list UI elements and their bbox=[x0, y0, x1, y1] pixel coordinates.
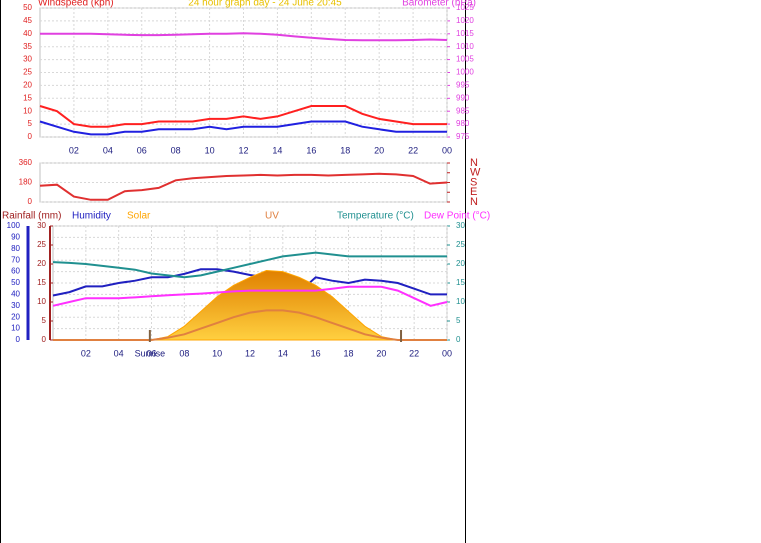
legend-label: Solar bbox=[127, 211, 151, 222]
y-tick-label: 15 bbox=[23, 93, 32, 102]
legend-label: Temperature (°C) bbox=[337, 211, 414, 222]
x-tick-label: 08 bbox=[179, 348, 189, 358]
y2-tick-label: N bbox=[470, 157, 478, 169]
y2-tick-label: 25 bbox=[456, 240, 465, 249]
y-tick-label: 10 bbox=[23, 106, 32, 115]
y2-tick-label: 1025 bbox=[456, 3, 474, 12]
line bbox=[39, 172, 448, 201]
y2-tick-label: N bbox=[470, 196, 478, 208]
x-tick-label: 18 bbox=[343, 348, 353, 358]
y3-axis-label: Rainfall (mm) bbox=[2, 211, 61, 222]
line bbox=[53, 309, 447, 341]
y-tick-label: 180 bbox=[19, 178, 33, 187]
y3-tick-label: 15 bbox=[37, 278, 46, 287]
y2-tick-label: 995 bbox=[456, 81, 470, 90]
y3-tick-label: 30 bbox=[37, 221, 46, 230]
y2-tick-label: 975 bbox=[456, 132, 470, 141]
annotation: Sunrise bbox=[135, 348, 166, 358]
y2-tick-label: 30 bbox=[456, 221, 465, 230]
y3-tick-label: 5 bbox=[42, 316, 47, 325]
y-tick-label: 0 bbox=[28, 132, 33, 141]
line bbox=[39, 120, 447, 136]
x-tick-label: 22 bbox=[409, 348, 419, 358]
x-tick-label: 12 bbox=[238, 145, 248, 155]
y-tick-label: 25 bbox=[23, 68, 32, 77]
y-tick-label: 50 bbox=[11, 278, 20, 287]
plot-area bbox=[39, 162, 448, 203]
x-tick-label: 14 bbox=[272, 145, 282, 155]
y3-tick-label: 25 bbox=[37, 240, 46, 249]
y-tick-label: 70 bbox=[11, 255, 20, 264]
x-tick-label: 02 bbox=[69, 145, 79, 155]
y2-tick-label: 1000 bbox=[456, 68, 474, 77]
line bbox=[40, 32, 448, 42]
y3-tick-label: 20 bbox=[37, 259, 46, 268]
x-tick-label: 20 bbox=[376, 348, 386, 358]
legend-label: UV bbox=[265, 211, 279, 222]
x-tick-label: 16 bbox=[306, 145, 316, 155]
y-tick-label: 35 bbox=[23, 42, 32, 51]
y-tick-label: 45 bbox=[23, 16, 32, 25]
x-tick-label: 04 bbox=[114, 348, 124, 358]
x-tick-label: 02 bbox=[81, 348, 91, 358]
y2-tick-label: 1020 bbox=[456, 16, 474, 25]
y2-tick-label: 1005 bbox=[456, 55, 474, 64]
y-tick-label: 90 bbox=[11, 233, 20, 242]
legend-label: Humidity bbox=[72, 211, 111, 222]
y2-tick-label: 10 bbox=[456, 297, 465, 306]
y-tick-label: 40 bbox=[11, 290, 20, 299]
y-tick-label: 20 bbox=[11, 312, 20, 321]
y-tick-label: 30 bbox=[11, 301, 20, 310]
y3-tick-label: 10 bbox=[37, 297, 46, 306]
y2-axis-label: Barometer (hPa) bbox=[402, 0, 476, 9]
y2-tick-label: 15 bbox=[456, 278, 465, 287]
x-tick-label: 14 bbox=[278, 348, 288, 358]
y-tick-label: 0 bbox=[16, 335, 21, 344]
x-tick-label: 10 bbox=[205, 145, 215, 155]
y-tick-label: 360 bbox=[19, 158, 33, 167]
x-tick-label: 04 bbox=[103, 145, 113, 155]
x-tick-label: 08 bbox=[171, 145, 181, 155]
line bbox=[52, 285, 448, 307]
x-tick-label: 16 bbox=[311, 348, 321, 358]
y-tick-label: 50 bbox=[23, 3, 32, 12]
y2-tick-label: W bbox=[470, 167, 481, 179]
line bbox=[52, 268, 447, 297]
y-tick-label: 40 bbox=[23, 29, 32, 38]
y-tick-label: 20 bbox=[23, 81, 32, 90]
x-tick-label: 18 bbox=[340, 145, 350, 155]
y2-tick-label: 0 bbox=[456, 335, 461, 344]
y-tick-label: 5 bbox=[28, 119, 33, 128]
y2-tick-label: 1015 bbox=[456, 29, 474, 38]
y-tick-label: 60 bbox=[11, 267, 20, 276]
x-tick-label: 00 bbox=[442, 145, 452, 155]
y-tick-label: 10 bbox=[11, 324, 20, 333]
x-tick-label: 06 bbox=[137, 145, 147, 155]
x-tick-label: 10 bbox=[212, 348, 222, 358]
y2-tick-label: 5 bbox=[456, 316, 461, 325]
y2-tick-label: 20 bbox=[456, 259, 465, 268]
y-tick-label: 30 bbox=[23, 55, 32, 64]
y2-tick-label: E bbox=[470, 186, 477, 198]
y2-tick-label: 990 bbox=[456, 93, 470, 102]
chart-title: 24 hour graph day - 24 June 20:45 bbox=[188, 0, 342, 9]
x-tick-label: 22 bbox=[408, 145, 418, 155]
y3-tick-label: 0 bbox=[42, 335, 47, 344]
line bbox=[52, 251, 447, 279]
y-axis-label: Windspeed (kph) bbox=[38, 0, 114, 9]
x-tick-label: 12 bbox=[245, 348, 255, 358]
y2-tick-label: 1010 bbox=[456, 42, 474, 51]
y2-tick-label: 980 bbox=[456, 119, 470, 128]
x-tick-label: 06 bbox=[146, 348, 156, 358]
legend-label: Dew Point (°C) bbox=[424, 211, 490, 222]
x-tick-label: 00 bbox=[442, 348, 452, 358]
x-tick-label: 20 bbox=[374, 145, 384, 155]
line bbox=[39, 105, 447, 128]
y2-tick-label: 985 bbox=[456, 106, 470, 115]
y-tick-label: 100 bbox=[7, 221, 21, 230]
y-tick-label: 0 bbox=[28, 197, 33, 206]
y-tick-label: 80 bbox=[11, 244, 20, 253]
y2-tick-label: S bbox=[470, 176, 477, 188]
